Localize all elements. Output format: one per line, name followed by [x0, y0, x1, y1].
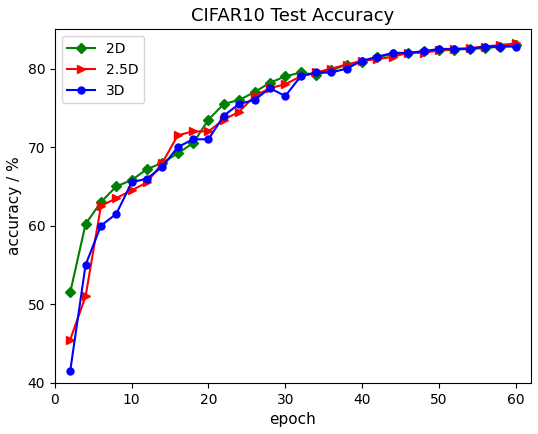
2D [159, 160, 166, 165]
2.5D [251, 93, 258, 99]
2D [82, 221, 89, 227]
2D [313, 72, 319, 77]
3D [113, 211, 119, 217]
2D [359, 59, 365, 65]
2D [374, 54, 381, 59]
2.5D [298, 74, 304, 79]
3D [205, 137, 211, 142]
3D [236, 101, 243, 106]
2.5D [236, 109, 243, 115]
3D [466, 46, 473, 52]
Legend: 2D, 2.5D, 3D: 2D, 2.5D, 3D [62, 36, 144, 103]
2D [98, 200, 104, 205]
2D [190, 141, 196, 146]
Line: 2D: 2D [67, 42, 519, 296]
X-axis label: epoch: epoch [270, 412, 316, 427]
3D [420, 49, 427, 54]
2D [451, 47, 457, 53]
2D [405, 50, 412, 56]
3D [328, 70, 335, 75]
3D [359, 58, 365, 63]
3D [390, 50, 396, 56]
2D [420, 49, 427, 54]
3D [159, 164, 166, 169]
2D [343, 62, 350, 67]
2D [113, 184, 119, 189]
3D [482, 44, 488, 49]
Line: 3D: 3D [67, 43, 519, 375]
2D [236, 97, 243, 102]
3D [313, 70, 319, 75]
2D [466, 46, 473, 52]
3D [67, 368, 73, 374]
3D [451, 46, 457, 52]
2.5D [328, 66, 335, 71]
2D [482, 46, 488, 51]
3D [98, 223, 104, 228]
3D [174, 145, 181, 150]
3D [343, 66, 350, 71]
2.5D [513, 41, 519, 46]
2.5D [359, 58, 365, 63]
3D [282, 93, 288, 99]
3D [374, 54, 381, 59]
2.5D [159, 160, 166, 165]
2D [129, 178, 135, 183]
2D [144, 167, 150, 172]
2.5D [390, 54, 396, 59]
2.5D [113, 196, 119, 201]
2.5D [190, 129, 196, 134]
3D [436, 46, 442, 52]
2.5D [98, 204, 104, 209]
2D [328, 68, 335, 73]
2D [174, 151, 181, 156]
2D [267, 80, 273, 85]
2.5D [82, 294, 89, 299]
2D [67, 290, 73, 295]
2.5D [174, 133, 181, 138]
2.5D [267, 85, 273, 91]
2D [513, 43, 519, 48]
2D [390, 52, 396, 57]
3D [82, 262, 89, 267]
2.5D [436, 48, 442, 53]
2.5D [205, 129, 211, 134]
2D [205, 117, 211, 122]
Title: CIFAR10 Test Accuracy: CIFAR10 Test Accuracy [192, 7, 394, 25]
2.5D [466, 46, 473, 51]
3D [267, 85, 273, 91]
2.5D [129, 188, 135, 193]
2D [221, 101, 227, 106]
2.5D [282, 82, 288, 87]
2D [436, 48, 442, 53]
Line: 2.5D: 2.5D [66, 39, 520, 344]
2.5D [451, 46, 457, 52]
2.5D [374, 56, 381, 62]
Y-axis label: accuracy / %: accuracy / % [7, 157, 22, 255]
2.5D [482, 44, 488, 49]
2.5D [405, 50, 412, 56]
2D [282, 74, 288, 79]
3D [144, 176, 150, 181]
2.5D [313, 70, 319, 75]
3D [405, 50, 412, 56]
2D [497, 44, 504, 49]
3D [298, 74, 304, 79]
2.5D [144, 180, 150, 185]
2.5D [343, 62, 350, 67]
2.5D [420, 50, 427, 56]
2.5D [67, 337, 73, 342]
3D [513, 44, 519, 49]
3D [497, 44, 504, 49]
3D [190, 137, 196, 142]
2.5D [221, 117, 227, 122]
2D [251, 89, 258, 95]
2.5D [497, 43, 504, 48]
3D [251, 97, 258, 102]
3D [129, 180, 135, 185]
2D [298, 70, 304, 75]
3D [221, 113, 227, 118]
